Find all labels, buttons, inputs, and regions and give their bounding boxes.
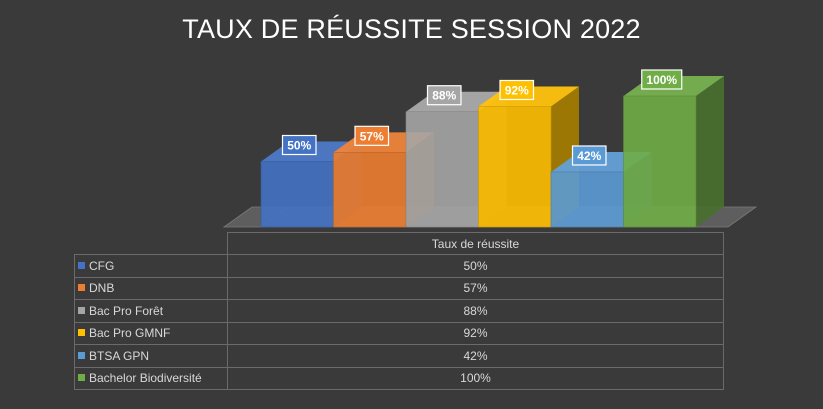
data-label: 42% (577, 149, 601, 163)
data-label: 50% (287, 139, 311, 153)
data-table-row: Bac Pro Forêt 88% (74, 299, 724, 323)
data-table-category: Bac Pro Forêt (74, 299, 228, 323)
data-table-row: BTSA GPN 42% (74, 344, 724, 368)
legend-key-swatch (78, 351, 85, 359)
data-table-category: BTSA GPN (74, 344, 228, 368)
category-label: Bac Pro Forêt (89, 303, 164, 318)
legend-key-swatch (78, 329, 85, 337)
data-label-box (354, 125, 390, 146)
data-table-value: 100% (227, 366, 724, 390)
category-label: Bachelor Biodiversité (89, 371, 202, 386)
data-table: Taux de réussite CFG 50% DNB 57% Bac Pro For… (74, 232, 724, 390)
legend-key-swatch (78, 374, 85, 382)
data-table-value: 57% (227, 276, 724, 300)
data-table-row: Bac Pro GMNF 92% (74, 321, 724, 345)
data-table-value: 50% (227, 254, 724, 278)
data-label-box (426, 85, 462, 106)
data-label-box (571, 145, 607, 166)
legend-key-swatch (78, 261, 85, 269)
chart-title: TAUX DE RÉUSSITE SESSION 2022 (182, 14, 641, 44)
data-table-row: DNB 57% (74, 276, 724, 300)
data-label: 92% (505, 83, 529, 97)
category-label: BTSA GPN (89, 348, 150, 363)
data-table-corner (74, 232, 228, 255)
data-table-category: DNB (74, 276, 228, 300)
bar (623, 76, 724, 228)
data-table-value: 42% (227, 344, 724, 368)
data-label: 100% (646, 73, 677, 87)
category-label: CFG (89, 258, 115, 273)
data-label: 57% (360, 129, 384, 143)
data-table-category: Bac Pro GMNF (74, 321, 228, 345)
category-label: Bac Pro GMNF (89, 326, 171, 341)
legend-key-swatch (78, 306, 85, 314)
data-label-box (281, 134, 317, 156)
data-table-series-header: Taux de réussite (227, 232, 724, 255)
data-table-header-row: Taux de réussite (74, 232, 724, 255)
data-table-row: Bachelor Biodiversité 100% (74, 366, 724, 390)
data-table-category: CFG (74, 254, 228, 278)
data-label: 88% (432, 89, 456, 103)
data-table-value: 88% (227, 299, 724, 323)
category-label: DNB (89, 281, 115, 296)
data-table-value: 92% (227, 321, 724, 345)
data-table-row: CFG 50% (74, 254, 724, 278)
data-table-category: Bachelor Biodiversité (74, 366, 228, 390)
data-label-box (499, 79, 535, 101)
data-label-box (641, 69, 683, 90)
legend-key-swatch (78, 284, 85, 292)
